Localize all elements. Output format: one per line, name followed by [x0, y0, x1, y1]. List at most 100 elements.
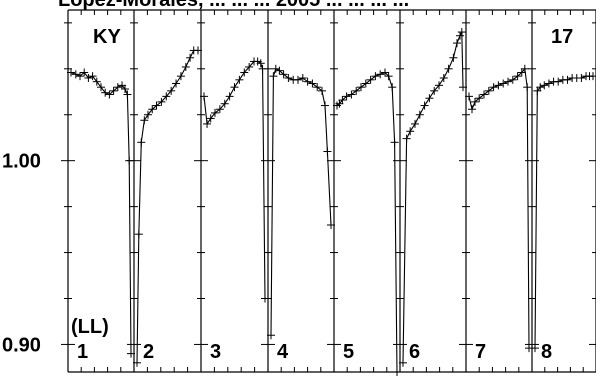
data-point-marker — [256, 59, 265, 68]
data-point-marker — [113, 83, 122, 92]
panel-7: 7 — [465, 64, 533, 363]
data-point-marker — [80, 68, 89, 77]
data-point-marker — [230, 83, 239, 92]
data-point-marker — [489, 83, 498, 92]
data-point-marker — [271, 64, 280, 73]
data-point-marker — [411, 119, 419, 128]
light-curve-line — [402, 31, 464, 363]
cropped-header-text: Lopez-Morales, ... ... ... 2005 ... ... … — [58, 0, 409, 11]
data-point-marker — [430, 86, 439, 95]
data-point-marker — [92, 77, 101, 86]
data-point-marker — [88, 72, 97, 81]
data-point-marker — [109, 86, 118, 95]
panels-layer: 1 2 3 4 5 6 7 8 — [67, 28, 596, 376]
panel-number-label: 4 — [277, 341, 289, 363]
data-point-marker — [323, 147, 332, 156]
data-point-marker — [76, 72, 84, 81]
data-point-marker — [215, 105, 224, 114]
axes-layer: 0.90 1.00 — [2, 9, 596, 373]
data-point-marker — [157, 97, 166, 106]
data-point-marker — [484, 86, 493, 95]
data-point-marker — [186, 53, 195, 62]
data-point-marker — [520, 64, 529, 73]
data-point-marker — [390, 138, 399, 147]
data-point-marker — [449, 53, 458, 62]
data-point-marker — [84, 73, 93, 82]
panel-number-label: 6 — [409, 341, 420, 363]
data-point-marker — [352, 86, 361, 95]
data-point-marker — [134, 230, 143, 239]
data-point-marker — [235, 75, 244, 84]
data-point-marker — [308, 79, 317, 88]
data-point-marker — [513, 72, 522, 81]
data-point-marker — [121, 85, 129, 94]
data-point-marker — [298, 73, 307, 82]
data-point-marker — [480, 90, 488, 99]
panel-number-label: 2 — [143, 341, 154, 363]
data-point-marker — [321, 101, 329, 110]
data-point-marker — [140, 116, 149, 125]
data-point-marker — [284, 73, 293, 82]
corner-number-label: 17 — [551, 26, 573, 48]
data-point-marker — [167, 86, 176, 95]
data-point-marker — [338, 96, 347, 105]
data-point-marker — [206, 114, 215, 123]
panel-number-label: 3 — [210, 341, 221, 363]
data-point-marker — [381, 68, 389, 77]
data-point-marker — [406, 127, 415, 136]
data-point-marker — [162, 92, 171, 101]
data-point-marker — [554, 77, 563, 86]
data-point-marker — [172, 79, 181, 88]
data-point-marker — [471, 97, 479, 106]
data-point-marker — [508, 75, 517, 84]
panel-number-label: 1 — [77, 341, 88, 363]
data-point-marker — [402, 134, 411, 143]
data-point-marker — [269, 72, 278, 81]
data-point-marker — [544, 79, 553, 88]
data-point-marker — [439, 73, 448, 82]
panel-1: 1 — [67, 68, 135, 363]
data-point-marker — [318, 86, 326, 95]
data-point-marker — [176, 72, 185, 81]
data-point-marker — [457, 28, 466, 37]
data-point-marker — [415, 110, 424, 119]
data-point-marker — [366, 75, 375, 84]
data-point-marker — [181, 62, 190, 71]
data-point-marker — [220, 99, 229, 108]
data-point-marker — [494, 81, 503, 90]
data-point-marker — [313, 83, 322, 92]
data-point-marker — [303, 77, 312, 86]
data-point-marker — [523, 83, 532, 92]
data-point-marker — [342, 92, 351, 101]
data-point-marker — [384, 72, 393, 81]
data-point-marker — [240, 68, 249, 77]
data-point-marker — [97, 83, 105, 92]
data-point-marker — [540, 81, 549, 90]
data-point-marker — [101, 88, 110, 97]
data-point-marker — [225, 92, 234, 101]
data-point-marker — [210, 108, 219, 117]
data-point-marker — [499, 79, 508, 88]
data-point-marker — [137, 138, 146, 147]
data-point-marker — [152, 101, 161, 110]
data-point-marker — [357, 83, 365, 92]
data-point-marker — [361, 79, 370, 88]
data-point-marker — [563, 75, 572, 84]
data-point-marker — [453, 39, 461, 48]
data-point-marker — [468, 105, 476, 114]
star-label: KY — [93, 26, 121, 48]
data-point-marker — [420, 101, 429, 110]
data-point-marker — [536, 83, 545, 92]
light-curve-line — [336, 71, 398, 373]
light-curve-line — [270, 68, 332, 336]
panel-8: 8 — [531, 72, 596, 363]
data-point-marker — [347, 90, 356, 99]
y-tick-label: 1.00 — [2, 151, 41, 173]
data-point-marker — [294, 75, 302, 84]
panel-number-label: 8 — [541, 341, 552, 363]
data-point-marker — [105, 90, 114, 99]
data-point-marker — [577, 73, 586, 82]
panel-number-label: 5 — [343, 341, 354, 363]
